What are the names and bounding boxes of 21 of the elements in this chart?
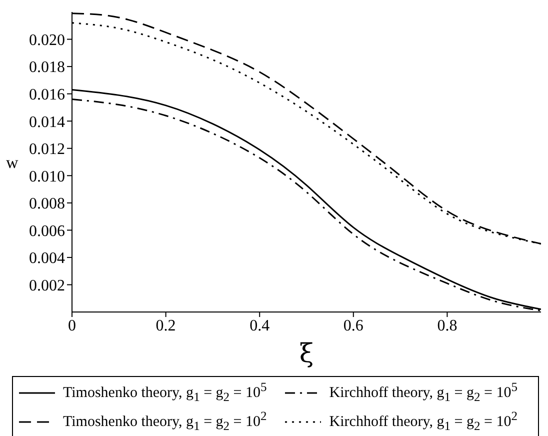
y-tick-label: 0.002 (29, 277, 65, 294)
x-tick-label: 0 (68, 317, 76, 334)
y-tick-label: 0.020 (29, 32, 65, 49)
y-tick-label: 0.008 (29, 196, 65, 213)
legend-label: Timoshenko theory, g$_{1}$ = g$_{2}$ = 10$^{5}$ (63, 380, 267, 405)
x-tick-label: 0.8 (437, 317, 458, 334)
x-tick-label: 0.2 (156, 317, 176, 334)
x-axis-title: ξ (299, 339, 314, 369)
y-tick-label: 0.006 (29, 222, 65, 240)
x-tick-label: 0.4 (250, 317, 270, 334)
y-tick-label: 0.010 (29, 168, 65, 186)
y-tick-label: 0.016 (29, 86, 65, 104)
y-tick-label: 0.004 (29, 250, 65, 268)
legend-label: Kirchhoff theory, g$_{1}$ = g$_{2}$ = 10$^{2}$ (329, 409, 518, 434)
legend-label: Timoshenko theory, g$_{1}$ = g$_{2}$ = 10$^{2}$ (63, 409, 267, 434)
y-tick-label: 0.014 (29, 114, 65, 131)
legend-label: Kirchhoff theory, g$_{1}$ = g$_{2}$ = 10$^{5}$ (329, 380, 518, 405)
y-tick-label: 0.012 (29, 141, 65, 158)
x-tick-label: 0.6 (343, 317, 364, 334)
y-axis-title: w (6, 153, 19, 172)
y-tick-label: 0.018 (29, 59, 65, 76)
